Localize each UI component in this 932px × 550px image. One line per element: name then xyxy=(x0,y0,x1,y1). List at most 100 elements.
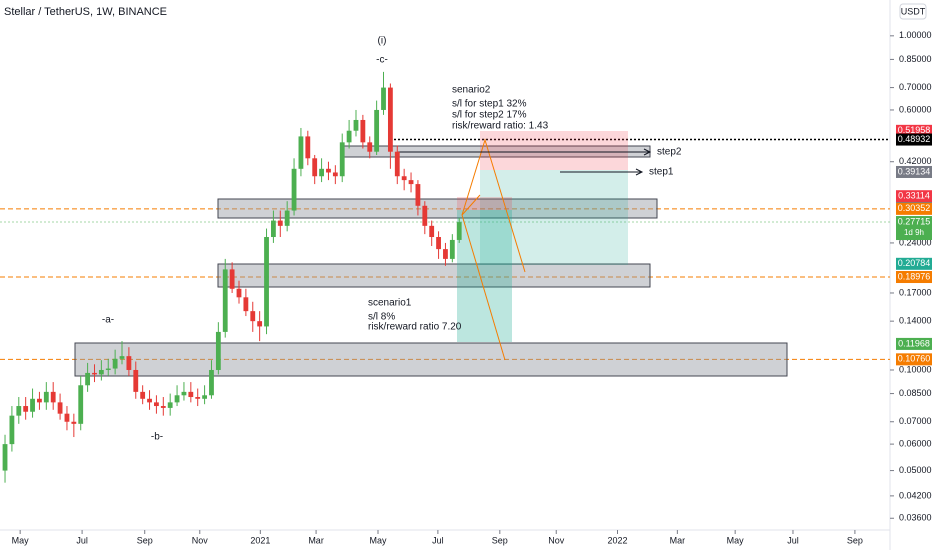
x-tick-label: Sep xyxy=(847,535,863,545)
candle-body xyxy=(85,372,91,386)
candle-body xyxy=(243,297,249,312)
positions xyxy=(457,131,628,342)
arrow-head xyxy=(643,148,652,156)
candle-body xyxy=(195,397,201,399)
candle-body xyxy=(422,205,428,226)
price-badge-sublabel: 1d 9h xyxy=(904,228,924,237)
candle-body xyxy=(188,391,194,398)
price-badge xyxy=(896,190,932,203)
x-tick-label: Jul xyxy=(432,535,444,545)
note: s/l for step2 17% xyxy=(452,110,527,121)
price-badge xyxy=(896,337,932,350)
zone xyxy=(217,263,651,288)
wave-label: (i) xyxy=(378,36,387,47)
price-badge-label: 0.27715 xyxy=(898,216,931,226)
candle-body xyxy=(174,395,180,403)
candle-body xyxy=(367,142,373,152)
note: s/l for step1 32% xyxy=(452,99,527,110)
candle-body xyxy=(443,249,448,259)
y-tick-label: 0.10000 xyxy=(899,364,932,374)
price-badge xyxy=(896,216,932,241)
wave-label: -a- xyxy=(102,315,114,326)
x-tick-label: Jul xyxy=(76,535,88,545)
price-badge xyxy=(896,202,932,215)
currency[interactable]: USDT xyxy=(901,6,926,16)
candle-body xyxy=(436,237,441,250)
candle-body xyxy=(23,406,29,412)
candle-body xyxy=(394,151,400,177)
candle-body xyxy=(270,220,276,238)
x-tick-label: May xyxy=(369,535,387,545)
zone xyxy=(217,198,658,219)
x-tick-label: Jul xyxy=(787,535,799,545)
wave-label: -c- xyxy=(376,55,388,66)
candle-body xyxy=(346,130,352,143)
candle-body xyxy=(133,369,139,392)
candle-body xyxy=(50,391,56,403)
y-tick-label: 0.08500 xyxy=(899,388,932,398)
candle-body xyxy=(215,331,221,370)
y-tick-label: 1.00000 xyxy=(899,30,932,40)
arrows xyxy=(461,138,526,361)
chart-title: Stellar / TetherUS, 1W, BINANCE xyxy=(4,6,167,18)
note: risk/reward ratio: 1.43 xyxy=(452,121,549,132)
price-badge-label: 0.10760 xyxy=(898,354,931,364)
note: s/l 8% xyxy=(368,312,395,323)
projection xyxy=(461,194,481,216)
price-badge-label: 0.39134 xyxy=(898,166,931,176)
candle-body xyxy=(181,391,187,396)
candle-body xyxy=(360,119,366,143)
note: senario2 xyxy=(452,85,491,96)
step-label: step1 xyxy=(649,167,674,178)
x-tick-label: May xyxy=(12,535,30,545)
stop-zone xyxy=(480,131,628,170)
y-tick-label: 0.85000 xyxy=(899,54,932,64)
candle-body xyxy=(64,413,70,422)
candle-body xyxy=(126,356,132,370)
candle-body xyxy=(229,269,235,289)
candle-body xyxy=(298,136,304,169)
x-tick-label: Nov xyxy=(548,535,565,545)
candle-body xyxy=(160,406,166,408)
candle-body xyxy=(112,358,118,369)
candle-body xyxy=(401,176,407,181)
x-tick-label: 2022 xyxy=(607,535,627,545)
target-zone xyxy=(457,210,512,342)
candle-body xyxy=(305,136,311,159)
candle-body xyxy=(429,225,435,238)
candle-body xyxy=(167,402,173,408)
candle-body xyxy=(277,220,283,226)
candle-body xyxy=(119,356,125,359)
candle-body xyxy=(319,168,324,177)
layers xyxy=(0,0,894,550)
price-badge xyxy=(896,257,932,270)
x-tick-label: Sep xyxy=(137,535,153,545)
price-badge xyxy=(896,353,932,366)
candle-body xyxy=(9,415,15,445)
candle-body xyxy=(284,210,290,226)
price-badge-label: 0.20784 xyxy=(898,258,931,268)
currency-box[interactable] xyxy=(899,3,927,20)
x-tick-label: Mar xyxy=(308,535,324,545)
candle-body xyxy=(71,421,77,424)
candle-body xyxy=(291,168,297,211)
candle-body xyxy=(98,369,104,375)
candle-body xyxy=(2,444,8,471)
candle-body xyxy=(202,395,207,399)
x-tick-label: May xyxy=(727,535,745,545)
y-tick-label: 0.07000 xyxy=(899,416,932,426)
price-badge-label: 0.30352 xyxy=(898,203,931,213)
candle-body xyxy=(312,158,318,177)
candle-body xyxy=(381,87,386,110)
candle-body xyxy=(222,269,228,332)
zone xyxy=(74,342,788,377)
candle-body xyxy=(449,239,455,259)
price-badge-label: 0.51958 xyxy=(898,125,931,135)
y-tick-label: 0.14000 xyxy=(899,316,932,326)
y-tick-label: 0.70000 xyxy=(899,82,932,92)
price-badge-label: 0.33114 xyxy=(898,191,930,201)
candle-body xyxy=(387,87,393,152)
projection xyxy=(461,138,526,273)
y-tick-label: 0.04200 xyxy=(899,490,932,500)
